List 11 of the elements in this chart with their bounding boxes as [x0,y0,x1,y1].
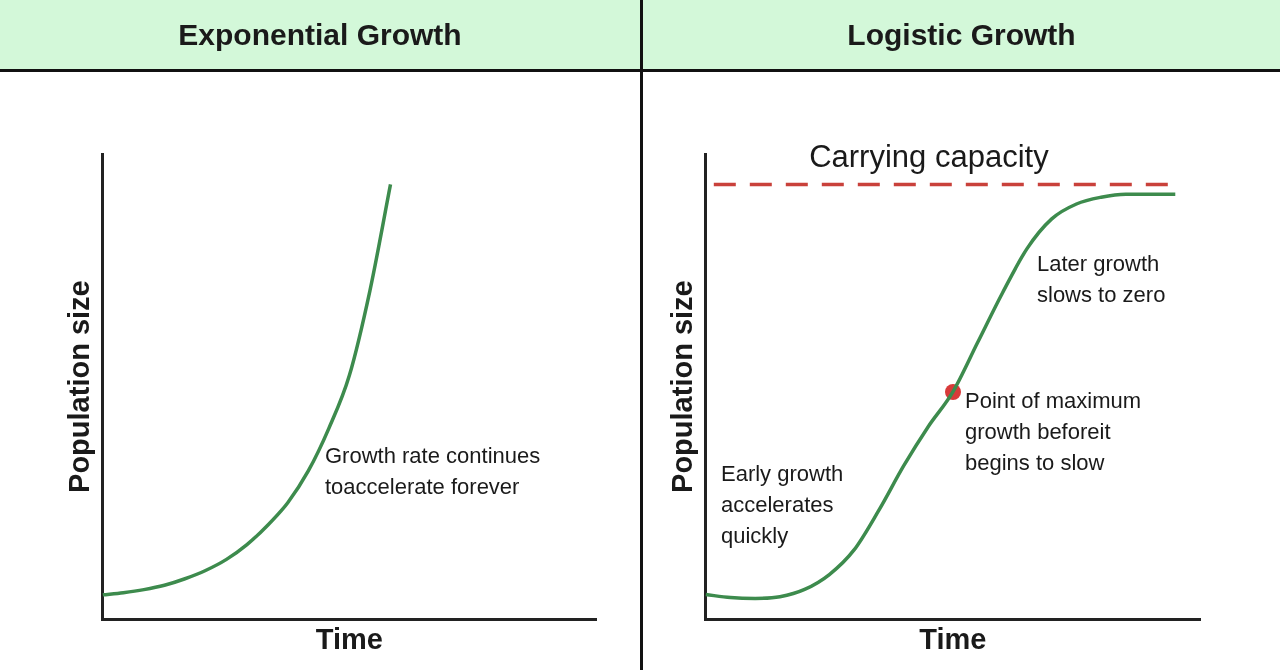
x-axis-title: Time [919,622,987,655]
x-axis-title: Time [315,622,383,655]
chart-title: Exponential Growth [0,0,640,72]
ref-line-label: Carrying capacity [809,139,1050,175]
y-axis-title: Population size [63,280,96,493]
annotation: Early growth accelerates quickly [721,460,845,550]
y-axis-title: Population size [666,280,699,493]
annotation: Later growth slows to zero [1037,250,1167,309]
annotation: Growth rate continues toaccelerate forever [325,442,542,501]
annotation: Point of maximum growth beforeit begins to slow [965,387,1143,477]
chart-title: Logistic Growth [643,0,1280,72]
